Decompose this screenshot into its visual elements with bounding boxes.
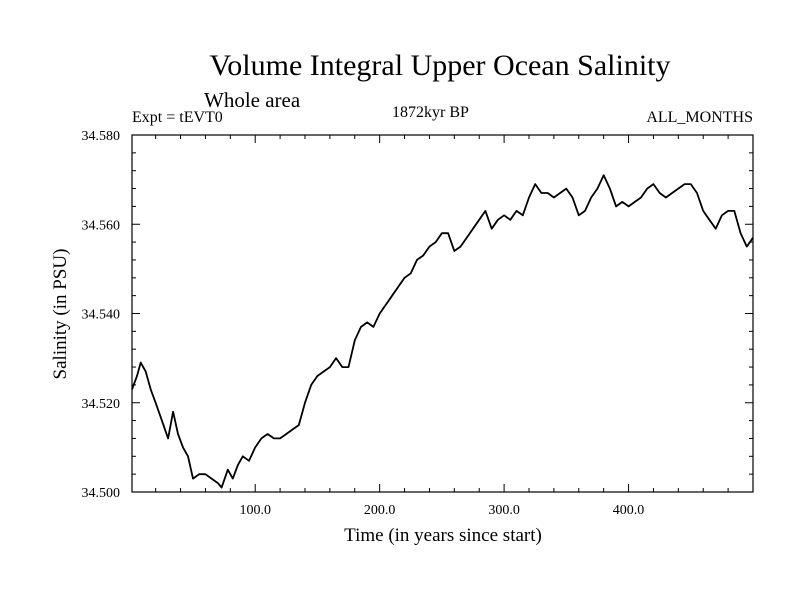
chart-title: Volume Integral Upper Ocean Salinity — [209, 49, 671, 82]
x-tick-label: 300.0 — [488, 503, 520, 518]
y-tick-label: 34.520 — [82, 397, 121, 412]
series-line-salinity — [131, 174, 754, 489]
y-tick-label: 34.500 — [82, 486, 121, 501]
plot-frame — [131, 134, 754, 493]
series-layer — [131, 174, 754, 489]
axes: 34.500 34.520 34.540 34.560 34.580 100.0 200.0… — [82, 129, 754, 518]
experiment-label: Expt = tEVT0 — [132, 109, 223, 126]
x-tick-label: 100.0 — [239, 503, 271, 518]
x-tick-label: 200.0 — [364, 503, 396, 518]
chart-subtitle: Whole area — [204, 88, 301, 112]
period-label: 1872kyr BP — [392, 104, 469, 121]
y-tick-label: 34.560 — [82, 218, 121, 233]
x-axis-label: Time (in years since start) — [344, 525, 542, 546]
months-label: ALL_MONTHS — [646, 109, 753, 126]
y-tick-label: 34.580 — [82, 129, 121, 144]
y-tick-label: 34.540 — [82, 308, 121, 323]
y-axis-label: Salinity (in PSU) — [50, 249, 71, 380]
x-tick-label: 400.0 — [613, 503, 645, 518]
